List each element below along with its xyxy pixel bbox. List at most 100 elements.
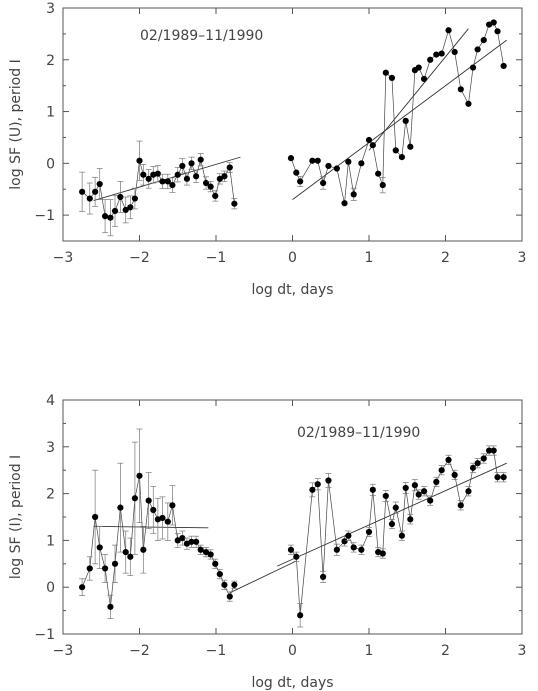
- data-point: [325, 162, 332, 170]
- data-point: [392, 504, 399, 511]
- fit-line: [368, 28, 469, 151]
- x-tick-label: 0: [288, 643, 297, 659]
- data-point: [445, 456, 452, 464]
- data-point: [101, 213, 109, 220]
- data-point: [169, 502, 176, 509]
- data-point: [111, 560, 119, 567]
- x-tick-label: −1: [206, 643, 227, 659]
- data-point: [451, 471, 458, 478]
- fit-line: [93, 525, 209, 529]
- data-point: [293, 169, 300, 176]
- data-point: [216, 570, 223, 578]
- data-point: [490, 19, 497, 26]
- data-point: [79, 188, 86, 195]
- data-point: [480, 37, 487, 44]
- data-point: [314, 481, 321, 488]
- x-tick-label: 2: [441, 250, 450, 266]
- data-point: [174, 537, 181, 544]
- plot-frame: [62, 399, 523, 635]
- data-point: [358, 546, 365, 553]
- data-point: [415, 64, 422, 71]
- data-point: [107, 214, 114, 221]
- period-annotation: 02/1989–11/1990: [140, 28, 263, 44]
- data-point: [309, 157, 316, 164]
- data-point: [127, 204, 134, 211]
- series-line: [290, 22, 504, 204]
- fit-line: [277, 462, 507, 567]
- data-point: [221, 173, 228, 180]
- data-point: [297, 178, 304, 185]
- data-point: [398, 532, 405, 539]
- series-line: [81, 475, 235, 607]
- data-point: [207, 551, 214, 558]
- series-line: [290, 450, 504, 616]
- data-point: [159, 514, 166, 522]
- x-tick-label: 1: [365, 643, 374, 659]
- data-point: [375, 170, 382, 177]
- data-point: [350, 191, 357, 198]
- data-point: [107, 603, 114, 610]
- data-point: [231, 200, 238, 207]
- data-point: [164, 178, 171, 185]
- y-tick-label: 1: [46, 533, 55, 549]
- x-axis-label: log dt, days: [251, 675, 333, 691]
- data-point: [420, 75, 428, 83]
- chart-upper-u-band: −3 −2 −1 0 1 2 3 −1 0 1 2 3 02/1989–11/1990 log dt,…: [8, 1, 526, 298]
- data-point: [127, 553, 134, 560]
- data-point: [188, 160, 195, 167]
- y-tick-label: 0: [46, 156, 55, 172]
- data-point: [202, 179, 210, 187]
- data-point: [193, 173, 200, 180]
- data-point: [136, 157, 143, 164]
- data-point: [500, 474, 507, 481]
- data-point: [465, 488, 472, 495]
- data-point: [474, 46, 481, 53]
- x-tick-label: 3: [518, 643, 527, 659]
- data-point: [379, 550, 386, 557]
- data-point: [325, 477, 332, 484]
- x-tick-label: −2: [129, 643, 150, 659]
- data-point: [111, 207, 119, 215]
- y-axis-label: log SF (I), period I: [8, 455, 24, 579]
- x-tick-label: 0: [288, 250, 297, 266]
- data-point: [216, 175, 223, 182]
- x-tick-label: −3: [53, 643, 74, 659]
- y-tick-label: 1: [46, 105, 55, 121]
- data-point: [427, 56, 434, 63]
- data-point: [145, 497, 152, 504]
- data-point: [345, 158, 352, 165]
- data-point: [131, 195, 139, 202]
- data-point: [402, 484, 409, 492]
- data-point: [369, 142, 376, 149]
- data-point: [197, 156, 204, 163]
- data-point: [382, 69, 389, 76]
- data-point: [465, 100, 472, 107]
- x-tick-label: 2: [441, 643, 450, 659]
- data-point: [117, 193, 124, 201]
- data-point: [365, 136, 373, 144]
- data-point: [122, 206, 129, 214]
- data-point: [212, 560, 219, 567]
- data-point: [150, 506, 157, 514]
- data-point: [369, 486, 376, 493]
- x-tick-label: 3: [518, 250, 527, 266]
- y-tick-label: 3: [46, 440, 55, 456]
- data-point: [345, 532, 352, 539]
- y-tick-label: 0: [46, 580, 55, 596]
- data-point: [365, 528, 373, 536]
- data-point: [287, 155, 295, 162]
- data-point: [92, 188, 99, 195]
- data-point: [433, 51, 440, 58]
- data-point: [226, 593, 233, 600]
- data-point: [86, 195, 93, 202]
- data-point: [221, 581, 228, 588]
- fit-line: [292, 39, 507, 200]
- x-axis-label: log dt, days: [251, 282, 333, 298]
- y-axis-label: log SF (U), period I: [8, 59, 24, 189]
- data-point: [96, 544, 103, 551]
- data-point: [438, 467, 445, 474]
- data-point: [293, 553, 300, 560]
- data-point: [407, 143, 414, 150]
- data-point: [392, 147, 399, 154]
